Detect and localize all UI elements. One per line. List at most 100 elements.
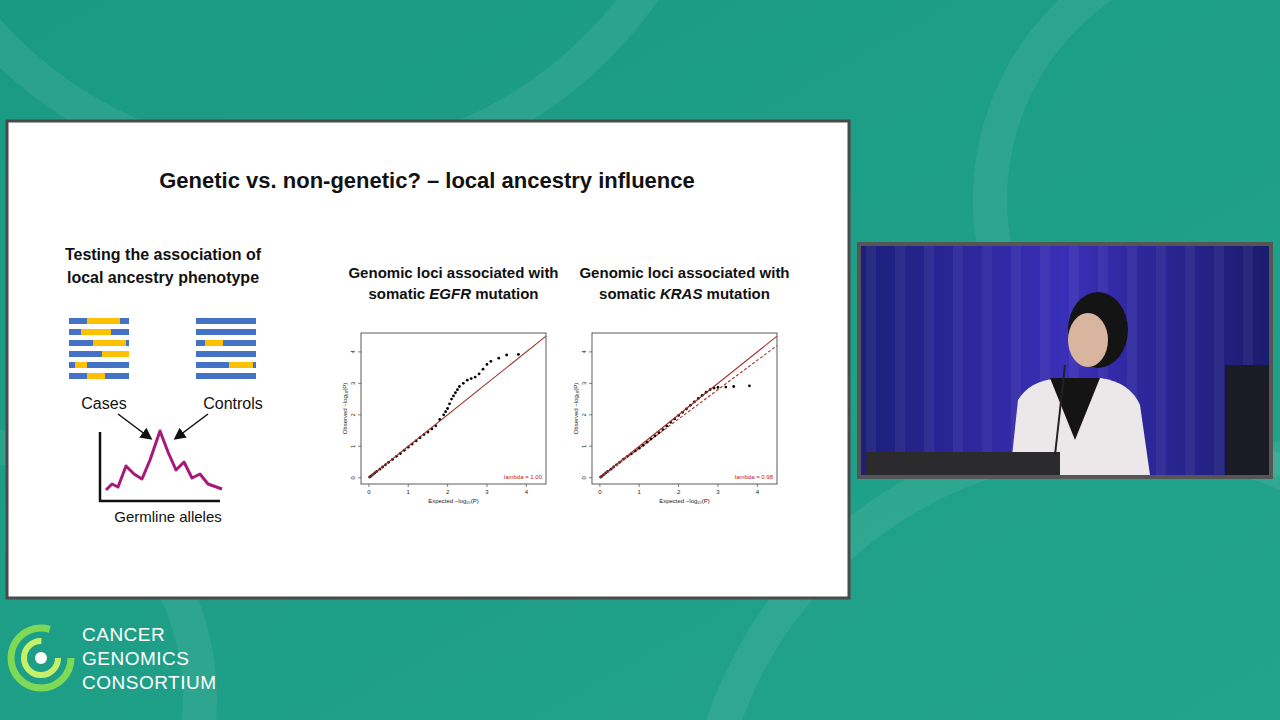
qq-point	[748, 384, 751, 387]
y-tick-label: 2	[350, 412, 356, 416]
qq-point	[497, 357, 500, 360]
qq-point	[505, 354, 508, 357]
word: Genomic	[348, 264, 412, 281]
word: associated	[674, 264, 756, 281]
qq-point	[458, 385, 461, 388]
video-feed	[861, 246, 1269, 475]
x-tick	[678, 484, 679, 487]
curtain-fold	[982, 246, 992, 475]
word: local	[67, 269, 103, 286]
x-tick-label: 4	[525, 489, 529, 495]
y-tick	[589, 477, 592, 478]
x-tick-label: 2	[677, 489, 681, 495]
podium	[865, 452, 1060, 475]
frame: Genetic vs. non-genetic? – local ancestr…	[0, 0, 1280, 720]
reference-line	[600, 336, 777, 478]
slide	[7, 121, 849, 598]
video-border	[857, 242, 1273, 479]
x-tick-label: 3	[485, 489, 489, 495]
x-tick	[717, 484, 718, 487]
y-tick-label: 0	[350, 475, 356, 479]
y-tick	[589, 414, 592, 415]
chromosome-bar	[69, 329, 129, 335]
y-tick-label: 3	[350, 381, 356, 385]
curtain-fold	[895, 246, 905, 475]
qq-point	[489, 360, 492, 363]
word: ancestry	[103, 269, 173, 286]
chromosome-bar	[196, 362, 256, 368]
y-tick	[358, 414, 361, 415]
y-tick-label: 4	[350, 350, 356, 354]
y-tick-label: 2	[581, 412, 587, 416]
y-axis-title: Observed −log₁₀(P)	[342, 383, 348, 435]
x-axis-title: Expected −log₁₀(P)	[659, 498, 710, 504]
qq-point	[517, 353, 520, 356]
x-tick	[639, 484, 640, 487]
word: Testing	[65, 246, 121, 263]
chromosome-bar	[69, 362, 129, 368]
qq-point	[456, 388, 459, 391]
word: Genomic	[579, 264, 643, 281]
x-tick	[447, 484, 448, 487]
arrow	[118, 414, 150, 438]
qq-point	[446, 407, 449, 410]
chromosome-bar	[69, 351, 129, 357]
y-axis-title: Observed −log₁₀(P)	[573, 383, 579, 435]
y-tick-label: 1	[581, 444, 587, 448]
qq-point	[724, 386, 727, 389]
ancestry-segment	[81, 329, 111, 335]
x-axis-title: Expected −log₁₀(P)	[428, 498, 479, 504]
word: loci	[413, 264, 443, 281]
x-tick	[486, 484, 487, 487]
chart-title-line: Genomic loci associated with	[348, 264, 558, 281]
qq-point	[732, 385, 735, 388]
chromosome-bar	[196, 351, 256, 357]
speaker-hair	[1068, 292, 1128, 368]
qq-point	[474, 376, 477, 379]
schematic-heading-line: Testing the association of	[65, 246, 262, 263]
word: of	[242, 246, 262, 263]
word: EGFR	[425, 285, 471, 302]
word: somatic	[368, 285, 425, 302]
x-tick-label: 3	[716, 489, 720, 495]
chart-title-line: somatic KRAS mutation	[599, 285, 770, 302]
y-tick	[358, 351, 361, 352]
ancestry-segment	[205, 340, 223, 346]
word: the	[121, 246, 150, 263]
chromosome-bar	[69, 340, 129, 346]
monitor	[1225, 365, 1269, 475]
qq-point	[486, 363, 489, 366]
x-tick-label: 4	[756, 489, 760, 495]
schematic-axis-label: Germline alleles	[114, 508, 222, 525]
qq-point	[717, 386, 720, 389]
chromosome-bar	[196, 373, 256, 379]
logo-ring	[11, 628, 71, 688]
speaker-face	[1068, 313, 1108, 367]
schematic-heading: Testing the association of local ancestry…	[65, 246, 262, 286]
word: associated	[443, 264, 525, 281]
x-tick-label: 0	[598, 489, 602, 495]
word: somatic	[599, 285, 656, 302]
reference-line	[369, 336, 546, 478]
ancestry-segment	[93, 340, 126, 346]
lambda-label: lambda = 0.98	[735, 474, 774, 480]
association-curve	[106, 431, 222, 490]
qq-point	[450, 398, 453, 401]
qq-point	[452, 395, 455, 398]
qq-point	[462, 382, 465, 385]
y-tick	[589, 383, 592, 384]
chart-title: Genomic loci associated with somatic EGFR…	[348, 264, 558, 302]
curtain-fold	[924, 246, 934, 475]
y-tick	[589, 351, 592, 352]
qq-point	[444, 410, 447, 413]
qq-point	[470, 377, 473, 380]
schematic-axis	[100, 432, 220, 501]
qq-point	[448, 402, 451, 405]
ancestry-segment	[229, 362, 253, 368]
slide-title: Genetic vs. non-genetic? – local ancestr…	[159, 168, 695, 193]
arrow	[176, 414, 208, 438]
y-tick	[358, 477, 361, 478]
y-tick	[358, 446, 361, 447]
word: KRAS	[656, 285, 703, 302]
x-tick-label: 2	[446, 489, 450, 495]
